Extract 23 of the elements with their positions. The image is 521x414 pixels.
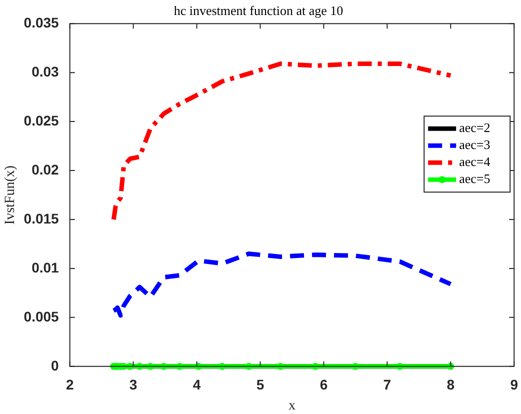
y-axis-title: IvstFun(x) bbox=[3, 165, 18, 225]
y-tick-label: 0.025 bbox=[24, 112, 60, 128]
y-tick-label: 0.035 bbox=[24, 14, 60, 30]
x-axis-title: x bbox=[288, 398, 296, 414]
y-tick-label: 0.015 bbox=[24, 210, 60, 226]
y-tick-label: 0 bbox=[51, 357, 60, 374]
x-tick-label: 2 bbox=[66, 376, 74, 393]
x-tick-label: 8 bbox=[446, 376, 455, 393]
x-tick-label: 7 bbox=[383, 376, 392, 393]
x-tick-label: 3 bbox=[129, 376, 138, 393]
x-tick-label: 6 bbox=[320, 376, 328, 393]
x-tick-label: 9 bbox=[510, 376, 518, 393]
x-tick-label: 4 bbox=[192, 376, 201, 393]
y-tick-label: 0.005 bbox=[24, 308, 60, 324]
x-tick-label: 5 bbox=[256, 376, 264, 393]
legend-label: aec=2 bbox=[459, 120, 490, 136]
y-tick-label: 0.01 bbox=[32, 259, 60, 276]
y-tick-label: 0.03 bbox=[32, 63, 60, 80]
legend-label: aec=4 bbox=[459, 154, 491, 170]
legend-label: aec=5 bbox=[459, 171, 490, 186]
chart-title: hc investment function at age 10 bbox=[174, 3, 344, 18]
legend-label: aec=3 bbox=[459, 137, 490, 152]
y-tick-label: 0.02 bbox=[32, 161, 60, 178]
